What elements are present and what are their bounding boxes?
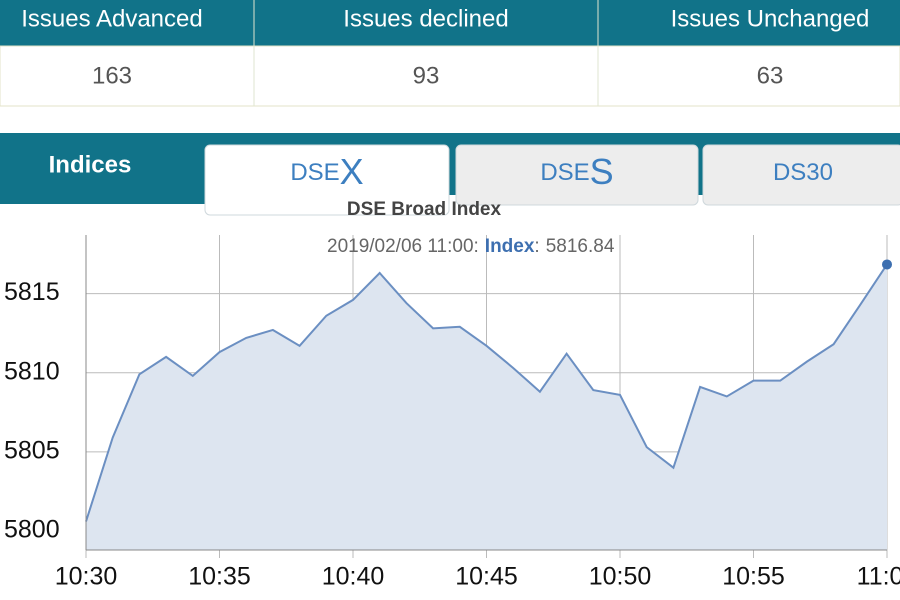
tab-label-part: S	[590, 151, 614, 192]
x-tick-label: 10:30	[55, 563, 118, 591]
chart-title: DSE Broad Index	[347, 199, 502, 220]
stats-values-row	[0, 45, 900, 107]
y-tick-label: 5810	[4, 357, 60, 385]
tab-label: DSEX	[290, 151, 363, 192]
tab-label-part: DS30	[773, 159, 833, 186]
tooltip-date: 2019/02/06 11:00:	[327, 236, 479, 257]
tab-label-part: DSE	[540, 159, 589, 186]
y-tick-label: 5805	[4, 436, 60, 464]
tooltip: 2019/02/06 11:00: Index: 5816.84	[327, 236, 615, 257]
tooltip-separator: :	[534, 236, 539, 257]
point	[882, 259, 892, 270]
tab[interactable]	[455, 144, 699, 206]
tab[interactable]	[204, 144, 450, 216]
tabs-bar	[0, 195, 205, 204]
x-tick-label: 11:00	[857, 563, 900, 591]
y-tick-label: 5815	[4, 278, 60, 306]
y-tick-label: 5800	[4, 516, 60, 544]
stats-header: Issues Unchanged	[671, 5, 870, 32]
line	[85, 263, 888, 522]
tab-label: DS30	[773, 159, 833, 186]
tooltip-series: Index	[485, 236, 535, 257]
tooltip-value: 5816.84	[546, 236, 615, 257]
area	[86, 264, 887, 550]
tab-label-part: DSE	[290, 159, 339, 186]
x-tick-label: 10:35	[188, 563, 251, 591]
x-tick-label: 10:40	[322, 563, 385, 591]
stats-header: Issues Advanced	[21, 5, 202, 32]
stats-value: 63	[757, 62, 784, 89]
stats-value: 93	[413, 62, 440, 89]
stats-value: 163	[92, 62, 132, 89]
tabs-label: Indices	[49, 151, 132, 178]
tab-label-part: X	[340, 151, 364, 192]
x-tick-label: 10:45	[455, 563, 518, 591]
x-tick-label: 10:55	[722, 563, 785, 591]
tab[interactable]	[702, 144, 900, 206]
tab-label: DSES	[540, 151, 613, 192]
x-tick-label: 10:50	[589, 563, 652, 591]
stats-header: Issues declined	[343, 5, 508, 32]
stats-header-bar	[0, 0, 900, 46]
